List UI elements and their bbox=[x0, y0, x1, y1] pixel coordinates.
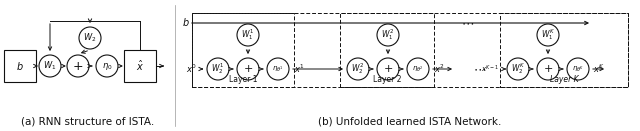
Text: $W_1$: $W_1$ bbox=[44, 60, 57, 72]
Text: $W_2^1$: $W_2^1$ bbox=[211, 62, 225, 77]
Text: $\eta_{\theta^1}$: $\eta_{\theta^1}$ bbox=[272, 64, 284, 74]
Text: $+$: $+$ bbox=[383, 64, 393, 75]
Text: $W_2^2$: $W_2^2$ bbox=[351, 62, 365, 77]
Text: $W_1^2$: $W_1^2$ bbox=[381, 28, 394, 42]
Bar bbox=[124, 50, 156, 82]
Text: $x^0$: $x^0$ bbox=[186, 63, 196, 75]
Text: $x^K$: $x^K$ bbox=[593, 63, 605, 75]
Bar bbox=[500, 13, 628, 87]
Text: $\cdots$: $\cdots$ bbox=[473, 62, 486, 75]
Bar bbox=[4, 50, 36, 82]
Text: $b$: $b$ bbox=[16, 60, 24, 72]
Text: Layer K: Layer K bbox=[550, 75, 579, 84]
Text: $W_1^K$: $W_1^K$ bbox=[541, 28, 555, 42]
Text: (a) RNN structure of ISTA.: (a) RNN structure of ISTA. bbox=[21, 116, 155, 126]
Text: $x^2$: $x^2$ bbox=[434, 63, 444, 75]
Bar bbox=[192, 13, 628, 87]
Text: $+$: $+$ bbox=[72, 59, 84, 72]
Text: $\eta_0$: $\eta_0$ bbox=[102, 61, 112, 72]
Text: $\eta_{\theta^K}$: $\eta_{\theta^K}$ bbox=[572, 64, 584, 74]
Text: $W_1^1$: $W_1^1$ bbox=[241, 28, 255, 42]
Text: $\hat{x}$: $\hat{x}$ bbox=[136, 59, 144, 73]
Text: (b) Unfolded learned ISTA Network.: (b) Unfolded learned ISTA Network. bbox=[318, 116, 502, 126]
Text: $x^1$: $x^1$ bbox=[294, 63, 305, 75]
Text: Layer 2: Layer 2 bbox=[372, 75, 401, 84]
Bar bbox=[192, 13, 294, 87]
Text: $W_2$: $W_2$ bbox=[83, 32, 97, 44]
Text: $+$: $+$ bbox=[543, 64, 553, 75]
Text: $\eta_{\theta^2}$: $\eta_{\theta^2}$ bbox=[412, 64, 424, 74]
Text: $b$: $b$ bbox=[182, 16, 189, 28]
Text: $x^{K-1}$: $x^{K-1}$ bbox=[481, 63, 499, 75]
Text: Layer 1: Layer 1 bbox=[228, 75, 257, 84]
Bar bbox=[340, 13, 434, 87]
Text: $+$: $+$ bbox=[243, 64, 253, 75]
Text: $\cdots$: $\cdots$ bbox=[461, 17, 474, 29]
Text: $W_2^K$: $W_2^K$ bbox=[511, 62, 525, 77]
